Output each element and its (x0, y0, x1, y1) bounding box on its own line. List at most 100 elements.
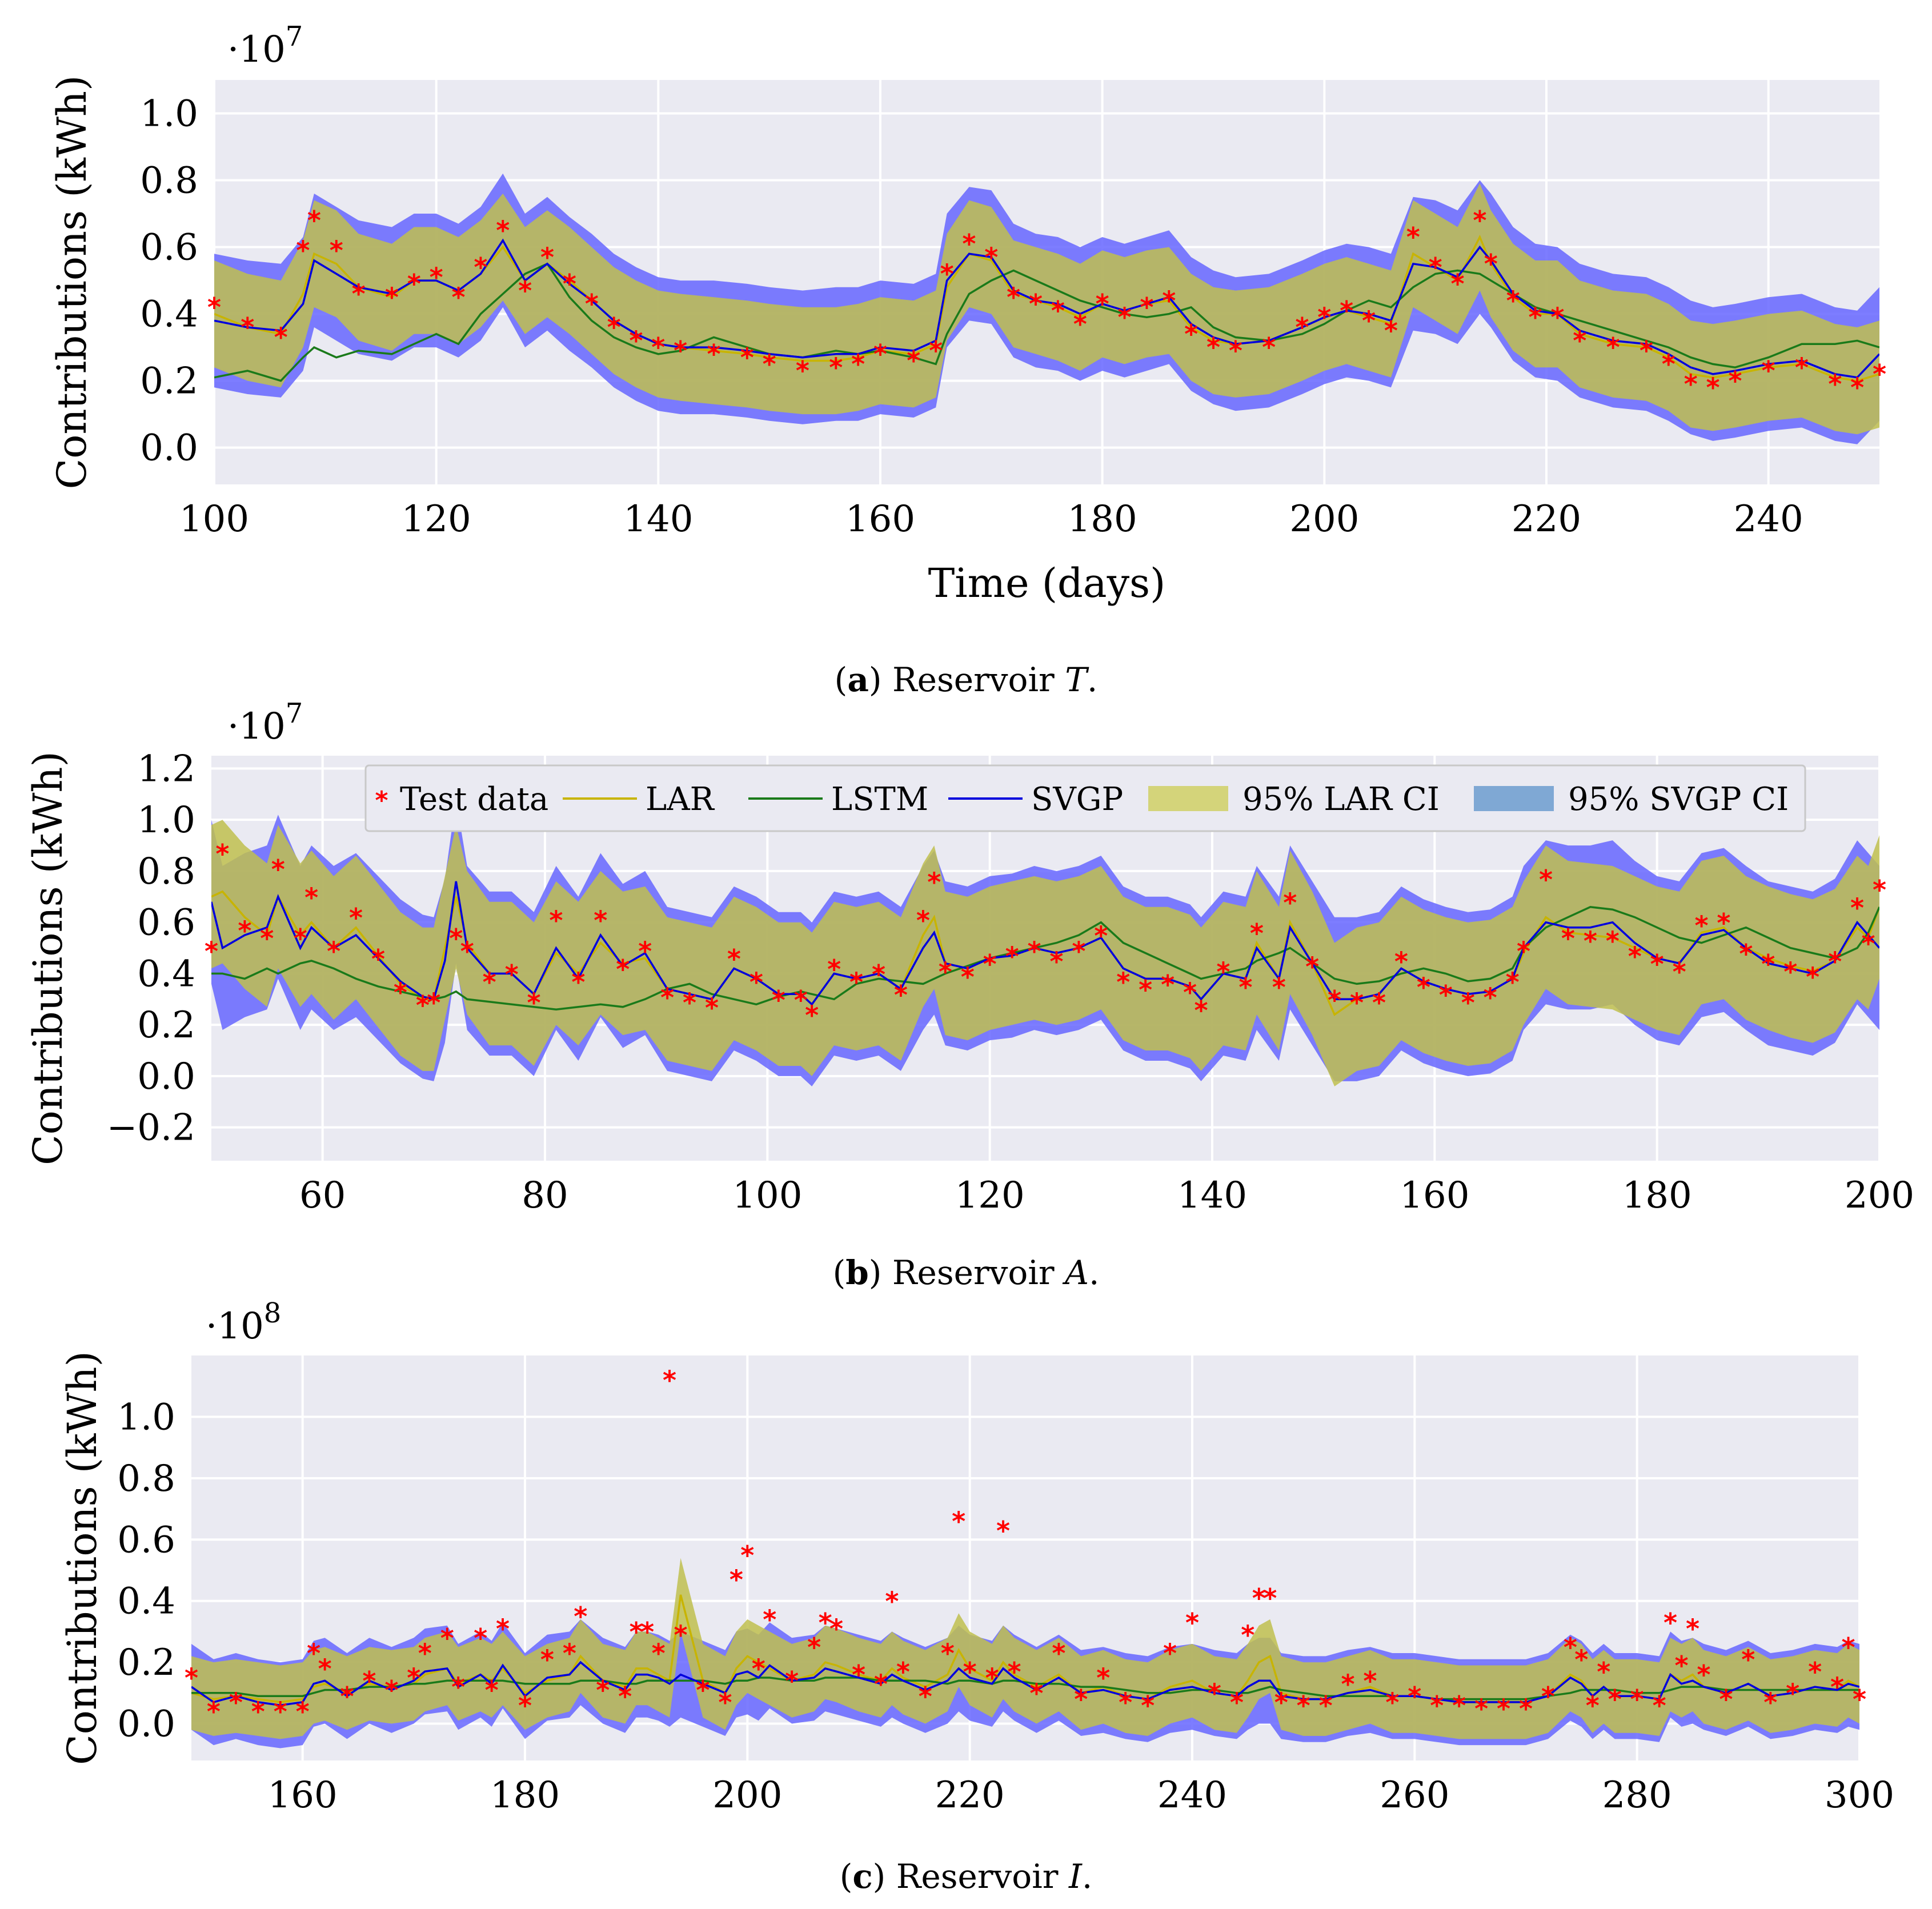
test-data-point: * (349, 903, 363, 933)
caption-close: ) (869, 660, 892, 699)
test-data-point: * (327, 936, 340, 967)
svgp-line (211, 881, 1879, 1006)
test-data-point: * (1806, 961, 1819, 992)
test-data-point: * (1697, 1659, 1710, 1690)
caption-period: . (1082, 1857, 1092, 1896)
x-axis-label: Time (days) (928, 560, 1166, 607)
test-data-point: * (1763, 1687, 1777, 1718)
test-data-point: * (440, 1623, 454, 1654)
test-data-point: * (763, 349, 776, 380)
test-data-point: * (571, 966, 585, 997)
test-data-point: * (940, 259, 954, 290)
test-data-point: * (1862, 928, 1875, 959)
test-data-point: * (1739, 939, 1753, 969)
test-data-point: * (1606, 926, 1620, 957)
legend-test-label: Test data (400, 781, 548, 818)
test-data-point: * (727, 944, 741, 974)
test-data-point: * (1519, 1693, 1533, 1724)
test-data-point: * (1675, 1650, 1689, 1681)
test-data-point: * (271, 854, 285, 885)
x-tick-label: 80 (522, 1174, 568, 1217)
test-data-point: * (362, 1666, 376, 1697)
caption-variable: A (1062, 1253, 1089, 1292)
y-axis-label: Contributions (kWh) (25, 751, 71, 1165)
test-data-point: * (474, 252, 487, 283)
test-data-point: * (1850, 892, 1864, 923)
test-data-point: * (1029, 288, 1043, 319)
test-data-point: * (1207, 332, 1220, 363)
test-data-point: * (618, 1681, 632, 1712)
caption-period: . (1089, 1253, 1099, 1292)
test-data-point: * (674, 335, 687, 366)
test-data-point: * (1229, 335, 1242, 366)
test-data-point: * (729, 1565, 743, 1595)
test-data-point: * (1272, 972, 1286, 1002)
test-data-point: * (1241, 1619, 1254, 1650)
test-data-point: * (829, 1614, 843, 1645)
test-data-point: * (1208, 1678, 1221, 1709)
test-data-point: * (307, 205, 321, 236)
test-data-point: * (740, 1540, 754, 1571)
test-data-point: * (1162, 285, 1176, 316)
test-data-point: * (651, 332, 665, 363)
x-tick-label: 120 (955, 1174, 1025, 1217)
test-data-point: * (1451, 268, 1465, 299)
test-data-point: * (596, 1675, 610, 1706)
test-data-point: * (1052, 1638, 1065, 1669)
test-data-point: * (563, 268, 576, 299)
x-tick-label: 180 (1622, 1174, 1692, 1217)
test-data-point: * (1506, 966, 1520, 997)
test-data-point: * (896, 1657, 910, 1687)
test-data-point: * (1118, 302, 1132, 333)
legend-svgp-ci-label: 95% SVGP CI (1568, 781, 1789, 818)
test-data-point: * (1439, 980, 1453, 1010)
test-data-point: * (1252, 1583, 1266, 1614)
panel-caption: (c) Reservoir I. (840, 1857, 1093, 1896)
test-data-point: * (1028, 936, 1041, 967)
y-tick-label: 0.8 (140, 160, 198, 202)
test-data-point: * (1263, 1583, 1277, 1614)
legend-lar-ci-swatch (1148, 786, 1228, 811)
test-data-point: * (1096, 1663, 1110, 1694)
y-axis-label: Contributions (kWh) (49, 75, 95, 490)
y-tick-label: 1.2 (137, 748, 195, 790)
x-tick-label: 160 (268, 1774, 338, 1816)
test-data-point: * (1317, 302, 1331, 333)
test-data-point: * (660, 982, 674, 1013)
x-tick-label: 160 (845, 498, 915, 540)
test-data-point: * (1484, 982, 1497, 1013)
scale-prefix: ·10 (227, 705, 286, 748)
test-data-point: * (505, 959, 519, 990)
test-data-point: * (1664, 1607, 1677, 1638)
chart-panel-b: * * * * * * * * * * * * * * * * * * * * * * * * * * * * * * * * * * * * * * * *… (25, 697, 1914, 1292)
test-data-point: * (1350, 987, 1364, 1018)
test-data-point: * (229, 1687, 243, 1718)
y-tick-label: 0.2 (140, 360, 198, 403)
test-data-point: * (1008, 1657, 1021, 1687)
test-data-point: * (607, 312, 621, 343)
legend-svgp-ci-swatch (1474, 786, 1554, 811)
test-data-point: * (416, 990, 430, 1021)
test-data-point: * (1262, 332, 1276, 363)
plot-area (191, 1558, 1859, 1748)
caption-open: ( (840, 1857, 853, 1896)
test-data-point: * (1673, 956, 1686, 987)
test-data-point: * (1319, 1690, 1333, 1721)
y-tick-label: 0.0 (117, 1703, 175, 1746)
test-data-point: * (1717, 908, 1730, 939)
test-data-point: * (939, 956, 952, 987)
test-data-point: * (1539, 864, 1553, 895)
chart-panel-c: * * * * * * * * * * * * * * * * * * * * * * * * * * * * * * * * * * * * * * * *… (59, 1297, 1894, 1896)
test-data-point: * (1584, 926, 1597, 957)
caption-variable: T (1065, 660, 1089, 699)
test-data-point: * (616, 954, 630, 985)
caption-open: ( (835, 660, 848, 699)
test-data-point: * (674, 1619, 688, 1650)
test-data-point: * (1072, 936, 1085, 967)
test-data-point: * (1096, 288, 1109, 319)
test-data-point: * (1506, 285, 1520, 316)
test-data-point: * (1417, 972, 1430, 1002)
test-data-point: * (1238, 972, 1252, 1002)
test-data-point: * (1630, 1684, 1644, 1715)
test-data-point: * (340, 1681, 354, 1712)
